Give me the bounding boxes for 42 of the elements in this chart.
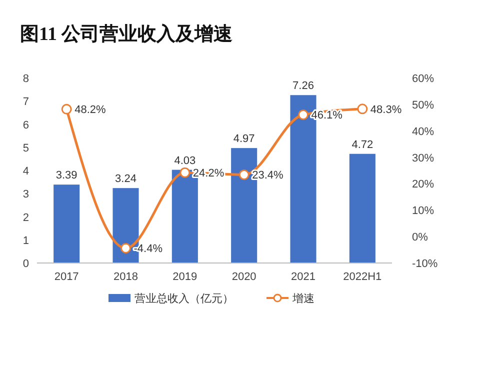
legend-label: 增速 [292, 292, 314, 305]
point [120, 242, 131, 254]
y2-tick-label: 0% [412, 232, 428, 244]
x-tick-label: 2018 [114, 271, 138, 283]
point [180, 167, 190, 178]
y-tick-label: 5 [22, 142, 29, 154]
y-tick-label: 2 [22, 212, 29, 224]
point [357, 104, 368, 114]
y-tick-label: 4 [22, 166, 29, 178]
y2-tick-label: 50% [412, 99, 434, 112]
x-tick-label: 2019 [172, 271, 198, 283]
data-label: 7.26 [292, 80, 314, 92]
y-tick-label: 3 [22, 188, 29, 201]
x-tick-label: 2022H1 [343, 271, 382, 283]
data-label: 4.97 [233, 133, 255, 146]
y2-tick-label: 60% [412, 73, 434, 85]
point [238, 169, 250, 180]
data-label: 3.24 [115, 173, 136, 186]
y2-tick-label: 20% [412, 178, 434, 191]
data-label: 48.3% [370, 104, 402, 116]
y-tick-label: 7 [22, 96, 29, 108]
bar [54, 184, 80, 263]
y-tick-label: 8 [22, 73, 29, 85]
y-tick-label: 6 [22, 119, 29, 132]
x-tick-label: 2021 [291, 271, 316, 283]
data-label: 4.72 [352, 138, 374, 151]
data-label: 48.2% [74, 104, 106, 116]
x-tick-label: 2020 [232, 271, 256, 283]
point [298, 109, 308, 120]
y2-tick-label: 40% [412, 126, 434, 138]
data-label: 4.03 [174, 154, 196, 167]
data-label: 3.39 [56, 170, 78, 182]
y2-tick-label: 10% [412, 205, 434, 218]
bar [349, 154, 376, 263]
y2-tick-label: 30% [412, 152, 434, 164]
x-tick-label: 2017 [54, 271, 79, 283]
legend-label: 营业总收入（亿元） [134, 292, 234, 305]
point [61, 104, 72, 114]
y-tick-label: 1 [22, 234, 29, 247]
y2-tick-label: -10% [412, 258, 438, 270]
y-tick-label: 0 [22, 258, 29, 270]
chart-title: 图11 公司营业收入及增速 [20, 23, 233, 45]
